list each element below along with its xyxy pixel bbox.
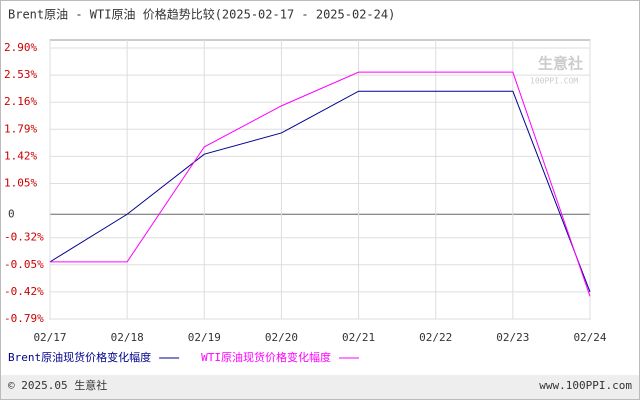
footer-bar bbox=[1, 375, 639, 399]
x-tick-label: 02/19 bbox=[188, 331, 221, 344]
y-tick-label: 1.05% bbox=[4, 177, 37, 190]
y-tick-label: 2.53% bbox=[4, 68, 37, 81]
chart-title: Brent原油 - WTI原油 价格趋势比较(2025-02-17 - 2025… bbox=[8, 7, 395, 22]
watermark-name: 生意社 bbox=[538, 55, 583, 73]
y-tick-label: -0.79% bbox=[4, 312, 44, 325]
y-tick-label: -0.42% bbox=[4, 285, 44, 298]
legend-label: Brent原油现货价格变化幅度 bbox=[8, 350, 151, 364]
legend-label: WTI原油现货价格变化幅度 bbox=[201, 350, 331, 364]
y-tick-label: 1.79% bbox=[4, 122, 37, 135]
x-tick-label: 02/18 bbox=[111, 331, 144, 344]
x-tick-label: 02/20 bbox=[265, 331, 298, 344]
y-tick-label: -0.32% bbox=[4, 231, 44, 244]
x-tick-label: 02/21 bbox=[342, 331, 375, 344]
x-tick-label: 02/17 bbox=[33, 331, 66, 344]
y-tick-label: -0.05% bbox=[4, 258, 44, 271]
x-tick-label: 02/22 bbox=[419, 331, 452, 344]
plot-frame bbox=[49, 39, 591, 320]
footer-right: www.100PPI.com bbox=[539, 379, 632, 392]
watermark-site: 100PPI.COM bbox=[530, 77, 578, 86]
x-tick-label: 02/24 bbox=[573, 331, 606, 344]
series-line bbox=[50, 71, 591, 297]
y-tick-label: 1.42% bbox=[4, 149, 37, 162]
y-tick-label: 0 bbox=[8, 207, 15, 220]
y-tick-label: 2.16% bbox=[4, 95, 37, 108]
footer-left: © 2025.05 生意社 bbox=[8, 378, 107, 392]
y-tick-label: 2.90% bbox=[4, 41, 37, 54]
series-line bbox=[49, 90, 591, 293]
x-tick-label: 02/23 bbox=[496, 331, 529, 344]
